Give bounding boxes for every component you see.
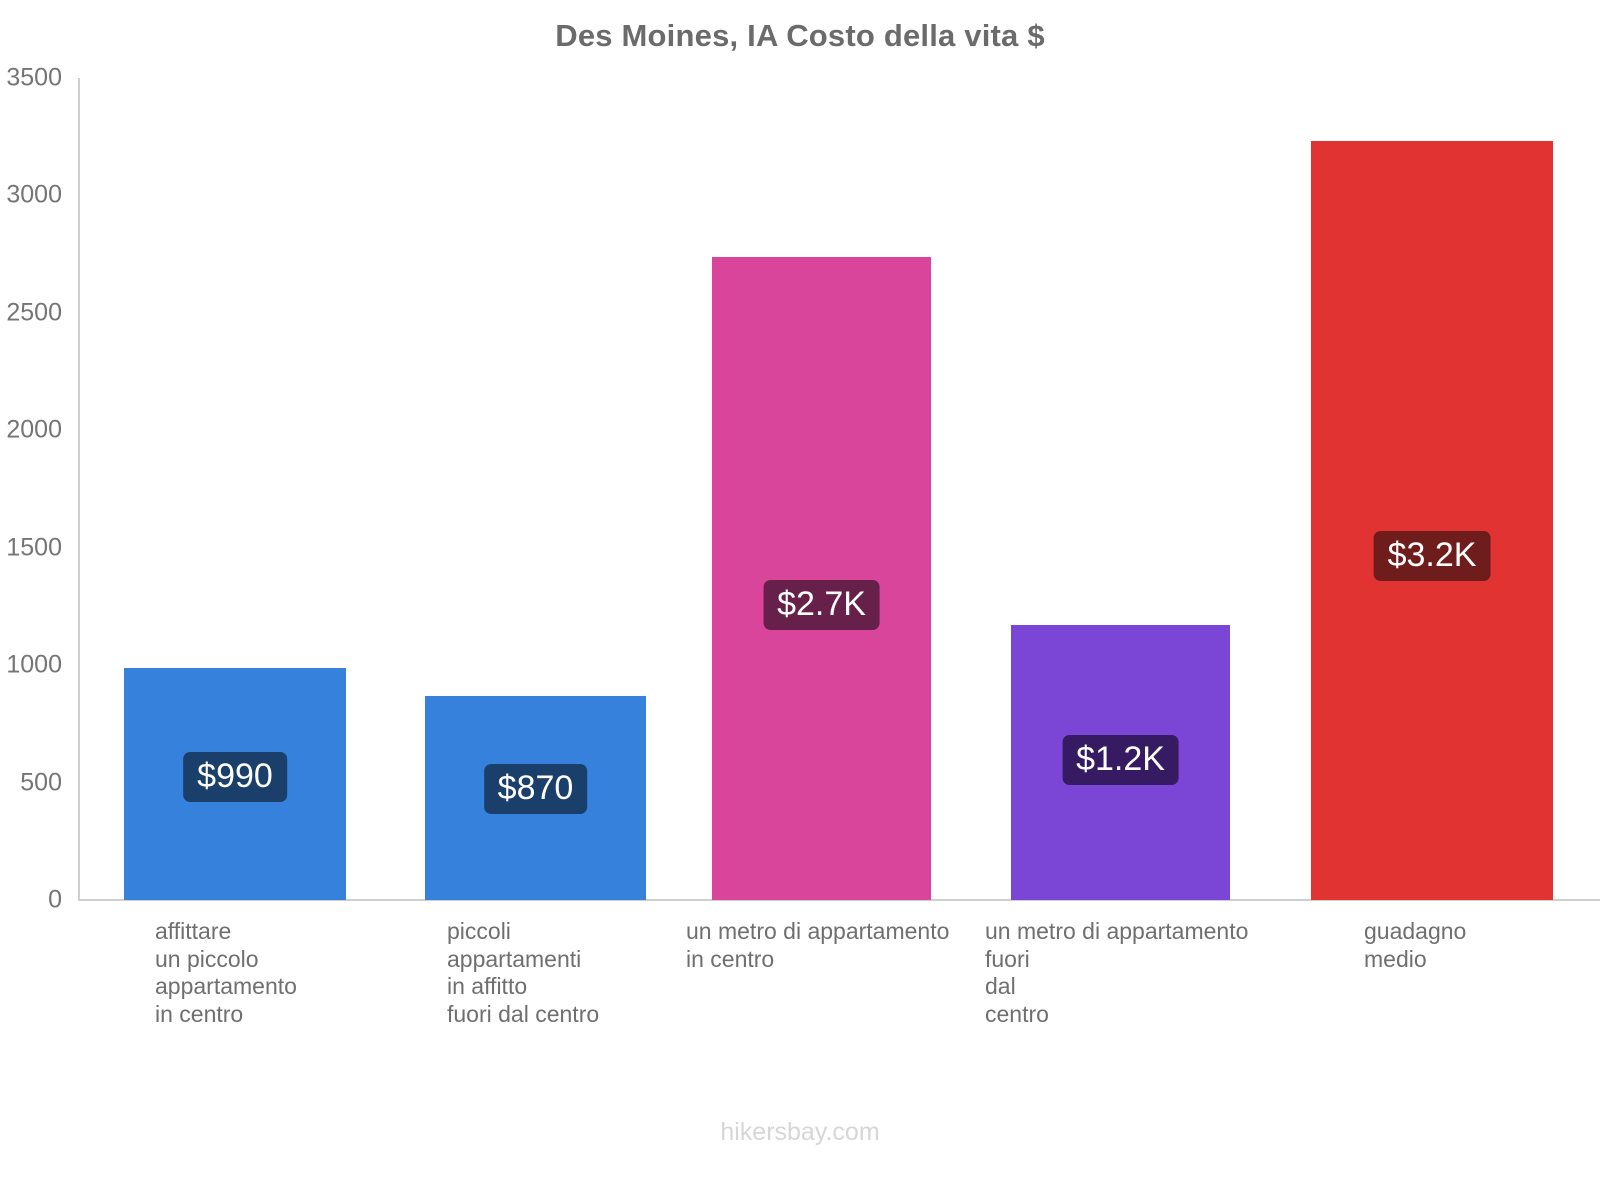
y-tick-2500: 2500 (6, 298, 62, 327)
y-axis-line (78, 78, 80, 900)
y-tick-3000: 3000 (6, 180, 62, 209)
y-tick-0: 0 (48, 885, 62, 914)
x-axis-line (78, 899, 1600, 901)
bar-value-label-2: $870 (483, 764, 588, 815)
x-label-5: guadagno medio (1364, 918, 1467, 972)
bar-1[interactable]: $990 (124, 667, 346, 900)
y-tick-500: 500 (20, 768, 62, 797)
page-title: Des Moines, IA Costo della vita $ (555, 18, 1045, 53)
bar-value-label-4: $1.2K (1062, 734, 1179, 785)
bar-value-label-5: $3.2K (1373, 531, 1491, 582)
bar-4[interactable]: $1.2K (1011, 625, 1230, 900)
x-label-2: piccoli appartamenti in affitto fuori da… (447, 918, 600, 1027)
y-tick-3500: 3500 (6, 63, 62, 92)
bar-3[interactable]: $2.7K (712, 256, 931, 900)
bar-value-label-3: $2.7K (763, 579, 880, 630)
x-label-1: affittare un piccolo appartamento in cen… (155, 918, 297, 1027)
y-tick-1500: 1500 (6, 533, 62, 562)
bar-value-label-1: $990 (183, 752, 287, 803)
bar-2[interactable]: $870 (425, 695, 646, 900)
watermark: hikersbay.com (720, 1118, 880, 1146)
bar-5[interactable]: $3.2K (1311, 141, 1553, 900)
y-tick-2000: 2000 (6, 415, 62, 444)
x-label-3: un metro di appartamento in centro (686, 918, 950, 972)
y-tick-1000: 1000 (6, 650, 62, 679)
x-label-4: un metro di appartamento fuori dal centr… (985, 918, 1249, 1027)
